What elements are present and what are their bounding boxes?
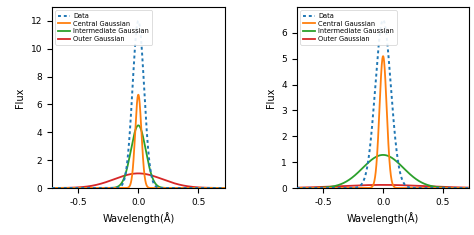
Data bbox=[123, 172, 128, 174]
Intermediate Gaussian bbox=[294, 187, 300, 189]
X-axis label: Wavelength(Å): Wavelength(Å) bbox=[347, 212, 419, 224]
Y-axis label: Flux: Flux bbox=[266, 87, 276, 108]
Outer Gaussian bbox=[49, 187, 55, 189]
Intermediate Gaussian bbox=[360, 166, 366, 169]
Intermediate Gaussian bbox=[466, 187, 472, 189]
Data bbox=[200, 187, 205, 189]
Data bbox=[463, 187, 469, 189]
Central Gaussian bbox=[463, 187, 469, 189]
Line: Data: Data bbox=[297, 20, 469, 188]
Line: Outer Gaussian: Outer Gaussian bbox=[52, 173, 225, 188]
Data bbox=[222, 187, 228, 189]
Data bbox=[466, 187, 472, 189]
Line: Intermediate Gaussian: Intermediate Gaussian bbox=[52, 125, 225, 188]
Central Gaussian bbox=[79, 187, 85, 189]
Data bbox=[136, 20, 141, 22]
Central Gaussian bbox=[219, 187, 224, 189]
Data bbox=[115, 186, 121, 189]
Line: Data: Data bbox=[52, 21, 225, 188]
Intermediate Gaussian bbox=[445, 186, 450, 189]
Intermediate Gaussian bbox=[115, 185, 121, 188]
Outer Gaussian bbox=[324, 185, 329, 188]
Outer Gaussian bbox=[222, 187, 228, 189]
Data bbox=[69, 187, 74, 189]
Intermediate Gaussian bbox=[200, 187, 205, 189]
Data bbox=[79, 187, 85, 189]
Outer Gaussian bbox=[115, 176, 121, 179]
Intermediate Gaussian bbox=[222, 187, 228, 189]
Data bbox=[360, 180, 366, 183]
Outer Gaussian bbox=[123, 174, 128, 177]
Outer Gaussian bbox=[314, 186, 319, 188]
X-axis label: Wavelength(Å): Wavelength(Å) bbox=[102, 212, 174, 224]
Outer Gaussian bbox=[368, 184, 374, 186]
Legend: Data, Central Gaussian, Intermediate Gaussian, Outer Gaussian: Data, Central Gaussian, Intermediate Gau… bbox=[300, 10, 397, 45]
Outer Gaussian bbox=[360, 184, 366, 187]
Data bbox=[380, 19, 386, 21]
Central Gaussian bbox=[294, 187, 300, 189]
Y-axis label: Flux: Flux bbox=[15, 87, 26, 108]
Line: Outer Gaussian: Outer Gaussian bbox=[297, 185, 469, 188]
Outer Gaussian bbox=[200, 186, 205, 189]
Central Gaussian bbox=[200, 187, 205, 189]
Central Gaussian bbox=[314, 187, 319, 189]
Central Gaussian bbox=[380, 55, 386, 58]
Intermediate Gaussian bbox=[380, 153, 386, 156]
Central Gaussian bbox=[123, 187, 128, 189]
Outer Gaussian bbox=[463, 186, 469, 189]
Intermediate Gaussian bbox=[136, 124, 141, 127]
Central Gaussian bbox=[445, 187, 450, 189]
Outer Gaussian bbox=[294, 186, 300, 189]
Outer Gaussian bbox=[380, 184, 386, 186]
Data bbox=[324, 187, 329, 189]
Central Gaussian bbox=[222, 187, 228, 189]
Outer Gaussian bbox=[219, 187, 224, 189]
Data bbox=[314, 187, 319, 189]
Outer Gaussian bbox=[136, 172, 141, 175]
Intermediate Gaussian bbox=[324, 186, 329, 189]
Line: Central Gaussian: Central Gaussian bbox=[297, 56, 469, 188]
Outer Gaussian bbox=[466, 186, 472, 189]
Line: Intermediate Gaussian: Intermediate Gaussian bbox=[297, 155, 469, 188]
Central Gaussian bbox=[49, 187, 55, 189]
Intermediate Gaussian bbox=[79, 187, 85, 189]
Central Gaussian bbox=[136, 93, 141, 96]
Intermediate Gaussian bbox=[123, 172, 128, 175]
Intermediate Gaussian bbox=[49, 187, 55, 189]
Data bbox=[294, 187, 300, 189]
Central Gaussian bbox=[360, 187, 366, 189]
Outer Gaussian bbox=[69, 186, 74, 189]
Data bbox=[49, 187, 55, 189]
Central Gaussian bbox=[368, 186, 374, 189]
Outer Gaussian bbox=[445, 186, 450, 188]
Intermediate Gaussian bbox=[463, 187, 469, 189]
Intermediate Gaussian bbox=[368, 159, 374, 162]
Central Gaussian bbox=[69, 187, 74, 189]
Central Gaussian bbox=[115, 187, 121, 189]
Intermediate Gaussian bbox=[69, 187, 74, 189]
Data bbox=[219, 187, 224, 189]
Outer Gaussian bbox=[79, 186, 85, 188]
Data bbox=[368, 141, 374, 144]
Central Gaussian bbox=[466, 187, 472, 189]
Data bbox=[445, 187, 450, 189]
Central Gaussian bbox=[324, 187, 329, 189]
Intermediate Gaussian bbox=[219, 187, 224, 189]
Line: Central Gaussian: Central Gaussian bbox=[52, 95, 225, 188]
Intermediate Gaussian bbox=[314, 186, 319, 189]
Legend: Data, Central Gaussian, Intermediate Gaussian, Outer Gaussian: Data, Central Gaussian, Intermediate Gau… bbox=[55, 10, 152, 45]
